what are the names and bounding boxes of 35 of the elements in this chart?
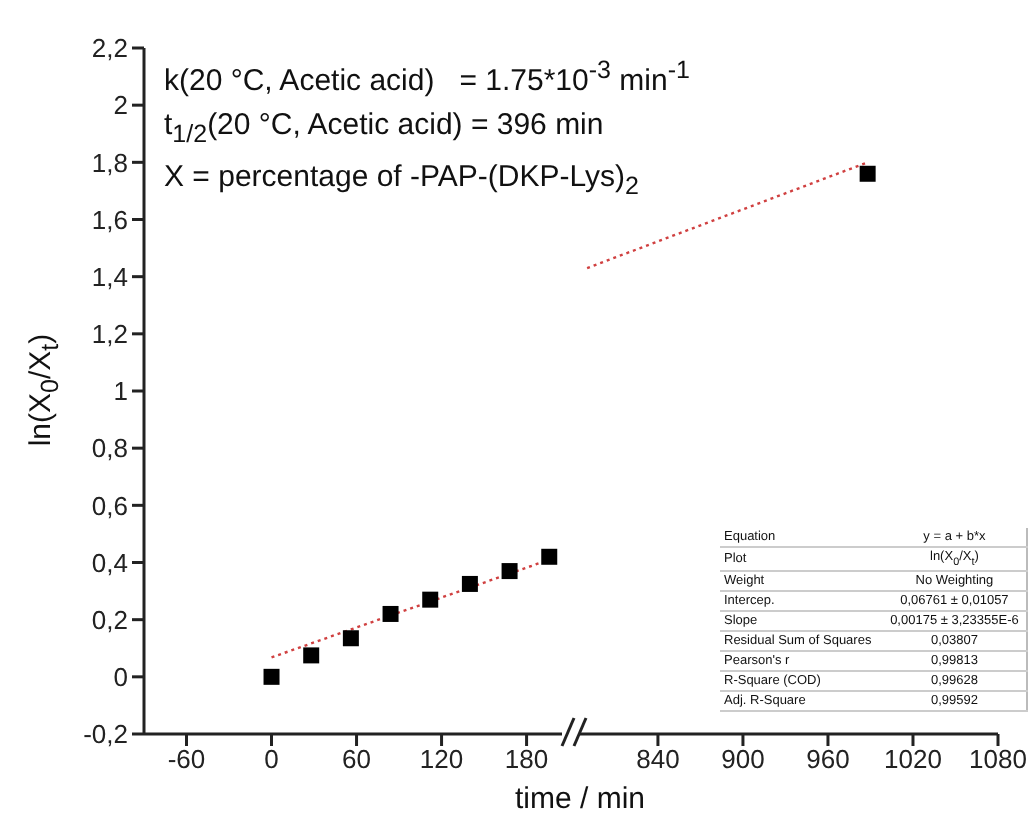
point xyxy=(382,605,399,622)
y-tick-label: 0,6 xyxy=(91,490,128,521)
y-tick-label: 0 xyxy=(113,662,128,693)
point xyxy=(342,630,359,647)
point xyxy=(461,575,478,592)
x-axis-title: time / min xyxy=(514,782,646,816)
annotation: t$_{1/2}$(20 °C, Acetic acid) = 396 min xyxy=(164,108,604,148)
x-tick-label: 1080 xyxy=(969,744,1027,775)
point xyxy=(422,591,439,608)
y-tick-label: 1,8 xyxy=(91,147,128,178)
x-tick-label: 1020 xyxy=(884,744,942,775)
y-tick-label: 1,6 xyxy=(91,204,128,235)
x-tick-label: 0 xyxy=(264,744,279,775)
point xyxy=(501,563,518,580)
y-tick-label: 2 xyxy=(113,90,128,121)
y-tick-label: 1,2 xyxy=(91,319,128,350)
x-tick-label: 960 xyxy=(806,744,850,775)
point xyxy=(263,668,280,685)
x-tick-label: 120 xyxy=(419,744,464,775)
x-tick-label: 180 xyxy=(504,744,549,775)
y-tick-label: 0,2 xyxy=(91,604,128,635)
x-tick-label: 840 xyxy=(636,744,680,775)
x-tick-label: 60 xyxy=(342,744,372,775)
y-tick-label: 1,4 xyxy=(91,261,128,292)
y-tick-label: 2,2 xyxy=(91,33,128,64)
y-tick-label: 1 xyxy=(113,376,128,407)
y-tick-label: -0,2 xyxy=(83,719,128,750)
x-tick-label: -60 xyxy=(167,744,206,775)
point xyxy=(303,647,320,664)
point xyxy=(541,548,558,565)
y-tick-label: 0,8 xyxy=(91,433,128,464)
annotation: k(20 °C, Acetic acid) = 1.75*10$^{-3}$ min$^{-1}$ xyxy=(164,56,690,98)
annotation: X = percentage of -PAP-(DKP-Lys)$_{2}$ xyxy=(164,160,639,200)
x-tick-label: 900 xyxy=(721,744,765,775)
y-tick-label: 0,4 xyxy=(91,547,128,578)
